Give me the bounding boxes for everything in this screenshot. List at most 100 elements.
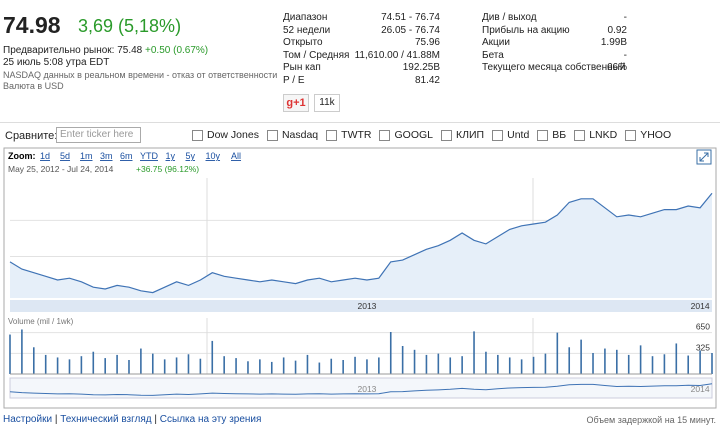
premarket-price: 75.48 bbox=[117, 45, 143, 56]
checkbox[interactable] bbox=[574, 129, 586, 141]
compare-label: Сравните: bbox=[5, 130, 58, 142]
volume-bar bbox=[294, 360, 297, 374]
volume-bar bbox=[342, 360, 344, 374]
stat-value: 192.25B bbox=[402, 62, 440, 73]
volume-bar bbox=[544, 353, 547, 374]
volume-bar bbox=[270, 361, 273, 374]
zoom-option[interactable]: 5d bbox=[60, 151, 70, 161]
volume-bar bbox=[580, 339, 582, 374]
volume-bar bbox=[389, 332, 392, 374]
stat-label: Прибыль на акцию bbox=[482, 24, 570, 36]
checkbox[interactable] bbox=[625, 129, 637, 141]
checkbox[interactable] bbox=[492, 129, 504, 141]
footer-link[interactable]: Технический взгляд bbox=[60, 414, 152, 425]
chart: Zoom: May 25, 2012 - Jul 24, 2014 +36.75… bbox=[3, 147, 717, 409]
currency: Валюта в USD bbox=[3, 81, 64, 91]
zoom-option[interactable]: 1y bbox=[166, 151, 176, 161]
volume-bar bbox=[104, 358, 106, 374]
footer-link[interactable]: Ссылка на эту зрения bbox=[159, 414, 262, 425]
x-tick-label: 2013 bbox=[357, 301, 376, 311]
volume-bar bbox=[318, 362, 321, 374]
volume-bar bbox=[437, 353, 440, 374]
zoom-option[interactable]: 10y bbox=[206, 151, 221, 161]
compare-list: Dow Jones Nasdaq TWTR GOOGL КЛИП Untd ВБ LNKD YH… bbox=[184, 129, 671, 141]
volume-bar bbox=[568, 347, 571, 374]
y-tick-label: 325 bbox=[696, 342, 710, 352]
volume-bar bbox=[223, 356, 225, 374]
checkbox[interactable] bbox=[192, 129, 203, 141]
volume-bar bbox=[9, 334, 11, 374]
zoom-option[interactable]: 3m bbox=[100, 151, 113, 161]
zoom-option[interactable]: YTD bbox=[140, 151, 159, 161]
zoom-option[interactable]: 5y bbox=[186, 151, 196, 161]
stat-value: 1.99B bbox=[600, 37, 627, 48]
compare-item[interactable]: Untd bbox=[507, 129, 530, 141]
volume-bar bbox=[449, 357, 452, 374]
expand-icon bbox=[699, 152, 709, 162]
volume-bar bbox=[639, 345, 642, 374]
stat-value: 26.05 - 76.74 bbox=[381, 24, 440, 36]
stat-value: 66% bbox=[606, 62, 627, 73]
price-area bbox=[10, 193, 712, 298]
disclaimer[interactable]: NASDAQ данных в реальном времени - отказ… bbox=[3, 70, 278, 80]
price-line bbox=[9, 192, 713, 294]
volume-bar bbox=[651, 356, 654, 374]
gplus-button[interactable]: g+1 bbox=[283, 94, 309, 112]
volume-bar bbox=[330, 358, 333, 374]
volume-bar bbox=[592, 353, 594, 374]
stat-label: P / E bbox=[283, 74, 305, 86]
compare-item[interactable]: GOOGL bbox=[394, 129, 433, 141]
volume-bar bbox=[140, 348, 142, 374]
stat-label: Открыто bbox=[283, 37, 323, 48]
ticker-input[interactable]: Enter ticker here bbox=[56, 127, 141, 143]
compare-item[interactable]: КЛИП bbox=[456, 129, 485, 141]
checkbox[interactable] bbox=[379, 129, 391, 141]
stat-value: 11,610.00 / 41.88M bbox=[354, 49, 440, 61]
navigator-label: 2014 bbox=[691, 384, 710, 394]
stat-value: 75.96 bbox=[414, 37, 440, 48]
volume-bar bbox=[247, 361, 249, 374]
time: 25 июль 5:08 утра EDT bbox=[3, 57, 110, 68]
compare-item[interactable]: Dow Jones bbox=[207, 129, 259, 141]
zoom-option[interactable]: 6m bbox=[120, 151, 133, 161]
divider bbox=[0, 122, 720, 123]
volume-bar bbox=[604, 348, 606, 374]
volume-bar bbox=[401, 346, 404, 374]
separator: | bbox=[54, 414, 58, 425]
stat-value: 74.51 - 76.74 bbox=[381, 12, 440, 23]
navigator[interactable] bbox=[9, 377, 713, 399]
compare-item[interactable]: ВБ bbox=[552, 129, 567, 141]
volume-bar bbox=[675, 343, 678, 374]
volume-bar bbox=[663, 354, 666, 374]
price: 74.98 bbox=[3, 12, 61, 38]
zoom-option[interactable]: 1m bbox=[80, 151, 93, 161]
delay-note: Объем задержкой на 15 минут. bbox=[586, 415, 716, 425]
volume-bar bbox=[378, 357, 380, 374]
checkbox[interactable] bbox=[266, 129, 278, 141]
footer-link[interactable]: Настройки bbox=[3, 414, 53, 425]
y-tick-label: 650 bbox=[696, 322, 710, 332]
volume-bar bbox=[116, 354, 118, 374]
zoom-label: Zoom: bbox=[8, 151, 36, 161]
compare-item[interactable]: Nasdaq bbox=[281, 129, 319, 141]
checkbox[interactable] bbox=[326, 129, 338, 141]
checkbox[interactable] bbox=[537, 129, 549, 141]
volume-bar bbox=[497, 354, 499, 374]
compare-item[interactable]: LNKD bbox=[589, 129, 618, 141]
zoom-option[interactable]: 1d bbox=[40, 151, 50, 161]
zoom-option[interactable]: All bbox=[231, 151, 241, 161]
compare-item[interactable]: YHOO bbox=[640, 129, 672, 141]
compare-item[interactable]: TWTR bbox=[341, 129, 372, 141]
volume-bar bbox=[616, 349, 618, 374]
stat-label: Том / Средняя bbox=[283, 49, 350, 61]
volume-bar bbox=[520, 359, 523, 374]
volume-bar bbox=[128, 360, 130, 374]
volume-bar bbox=[80, 356, 83, 374]
stat-label: Рын кап bbox=[283, 62, 321, 73]
premarket-change: +0.50 (0.67%) bbox=[145, 45, 209, 56]
checkbox[interactable] bbox=[441, 129, 452, 141]
stat-label: Бета bbox=[482, 49, 504, 61]
time-band bbox=[10, 300, 712, 312]
volume-bar bbox=[532, 356, 535, 374]
